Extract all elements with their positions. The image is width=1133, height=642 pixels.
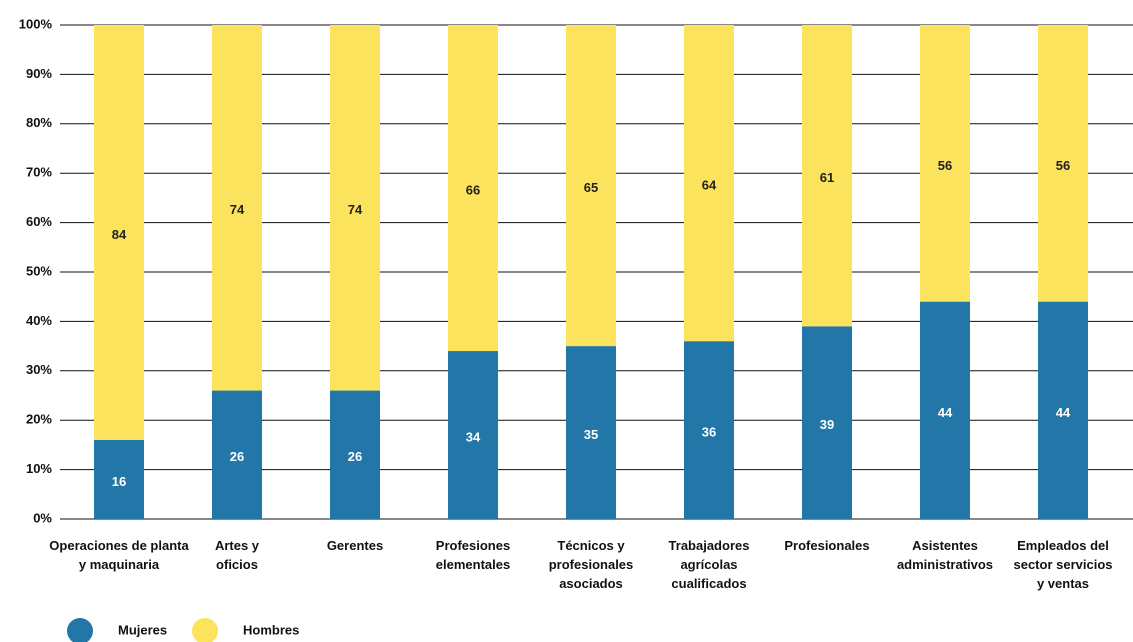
bar-segment (1038, 301, 1088, 519)
x-tick-label: Técnicos y profesionales asociados (549, 538, 634, 591)
bar-segment (448, 351, 498, 519)
value-label: 44 (938, 405, 953, 420)
bar-segment (566, 25, 616, 347)
x-tick-label: Profesionales (784, 538, 869, 553)
x-tick-label: Trabajadores agrícolas cualificados (669, 538, 750, 591)
x-tick-label-line: profesionales (549, 557, 634, 572)
value-label: 64 (702, 178, 717, 193)
x-tick-label-line: Empleados del (1017, 538, 1109, 553)
value-label: 35 (584, 427, 598, 442)
x-tick-label: Asistentes administrativos (897, 538, 993, 572)
x-tick-label-line: Operaciones de planta (49, 538, 189, 553)
x-tick-label-line: agrícolas (680, 557, 737, 572)
bar-segment (94, 439, 144, 519)
y-tick-label: 60% (26, 214, 52, 229)
x-tick-label-line: sector servicios (1013, 557, 1112, 572)
legend-label: Mujeres (118, 622, 167, 637)
bar-segment (802, 326, 852, 519)
x-tick-label-line: Técnicos y (557, 538, 625, 553)
x-tick-label-line: Profesiones (436, 538, 510, 553)
value-label: 36 (702, 425, 716, 440)
bar-segment (212, 390, 262, 519)
y-tick-label: 50% (26, 263, 52, 278)
bar-segment (94, 25, 144, 440)
bar-segment (448, 25, 498, 352)
value-label: 61 (820, 170, 834, 185)
value-label: 44 (1056, 405, 1071, 420)
bar-segment (684, 341, 734, 519)
value-label: 74 (348, 202, 363, 217)
y-tick-label: 10% (26, 461, 52, 476)
value-label: 26 (230, 449, 244, 464)
value-label: 84 (112, 227, 127, 242)
legend-swatch (192, 618, 218, 642)
x-tick-label-line: elementales (436, 557, 510, 572)
legend-label: Hombres (243, 622, 299, 637)
value-label: 39 (820, 417, 834, 432)
x-tick-label-line: Asistentes (912, 538, 978, 553)
value-label: 65 (584, 180, 598, 195)
y-tick-label: 70% (26, 165, 52, 180)
x-tick-label: Profesiones elementales (436, 538, 510, 572)
value-label: 74 (230, 202, 245, 217)
x-tick-label-line: Profesionales (784, 538, 869, 553)
x-tick-label-line: oficios (216, 557, 258, 572)
value-label: 66 (466, 182, 480, 197)
x-tick-label: Artes y oficios (215, 538, 260, 572)
x-tick-label-line: Artes y (215, 538, 260, 553)
x-tick-label-line: y maquinaria (79, 557, 160, 572)
x-tick-label-line: administrativos (897, 557, 993, 572)
value-label: 26 (348, 449, 362, 464)
y-tick-label: 40% (26, 313, 52, 328)
value-label: 34 (466, 429, 481, 444)
x-tick-label-line: cualificados (671, 576, 746, 591)
bar-segment (212, 25, 262, 391)
y-tick-label: 20% (26, 412, 52, 427)
bar-segment (566, 346, 616, 519)
bar-segment (1038, 25, 1088, 302)
bar-segment (684, 25, 734, 342)
bar-segment (330, 25, 380, 391)
bar-segment (920, 301, 970, 519)
value-label: 56 (938, 158, 952, 173)
bar-segment (330, 390, 380, 519)
y-tick-label: 0% (33, 510, 52, 525)
bar-segment (802, 25, 852, 327)
x-tick-label: Operaciones de planta y maquinaria (49, 538, 189, 572)
bar-segment (920, 25, 970, 302)
x-tick-label: Empleados del sector servicios y ventas (1013, 538, 1112, 591)
legend-swatch (67, 618, 93, 642)
y-tick-label: 90% (26, 66, 52, 81)
x-tick-label-line: Gerentes (327, 538, 383, 553)
x-tick-label-line: Trabajadores (669, 538, 750, 553)
value-label: 16 (112, 474, 126, 489)
x-tick-label: Gerentes (327, 538, 383, 553)
x-tick-label-line: asociados (559, 576, 623, 591)
value-label: 56 (1056, 158, 1070, 173)
x-tick-label-line: y ventas (1037, 576, 1089, 591)
y-tick-label: 30% (26, 362, 52, 377)
y-tick-label: 100% (19, 16, 53, 31)
y-tick-label: 80% (26, 115, 52, 130)
